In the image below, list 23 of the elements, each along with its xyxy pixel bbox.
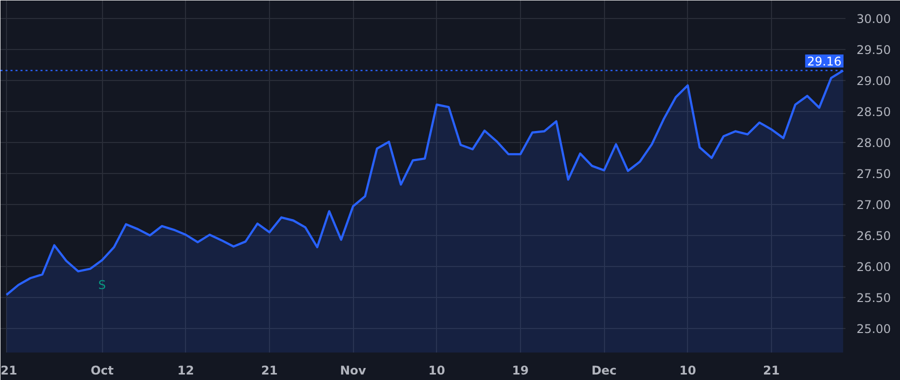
- y-tick-label: 26.00: [856, 260, 891, 274]
- y-tick-label: 26.50: [856, 228, 891, 243]
- y-tick-label: 28.00: [856, 136, 891, 150]
- x-tick-label: 19: [512, 364, 529, 378]
- y-tick-label: 25.50: [856, 290, 891, 305]
- x-tick-label: 21: [261, 364, 278, 378]
- y-tick-label: 25.00: [856, 322, 891, 336]
- x-tick-label: 21: [763, 364, 780, 378]
- x-tick-label: Dec: [591, 364, 617, 378]
- x-tick-label: 10: [679, 364, 696, 378]
- x-tick-label: Oct: [90, 364, 114, 378]
- x-tick-label: 12: [177, 364, 194, 378]
- x-tick-label: 21: [0, 364, 18, 378]
- y-tick-label: 28.50: [856, 104, 891, 119]
- y-tick-label: 29.00: [856, 74, 891, 88]
- ref-line-label: 29.16: [807, 54, 842, 69]
- y-tick-label: 27.00: [856, 198, 891, 212]
- annotation: S: [98, 278, 106, 292]
- y-tick-label: 29.50: [856, 42, 891, 57]
- x-tick-label: Nov: [340, 364, 366, 378]
- y-tick-label: 30.00: [856, 12, 891, 26]
- x-tick-label: 10: [428, 364, 446, 378]
- y-tick-label: 27.50: [856, 166, 891, 181]
